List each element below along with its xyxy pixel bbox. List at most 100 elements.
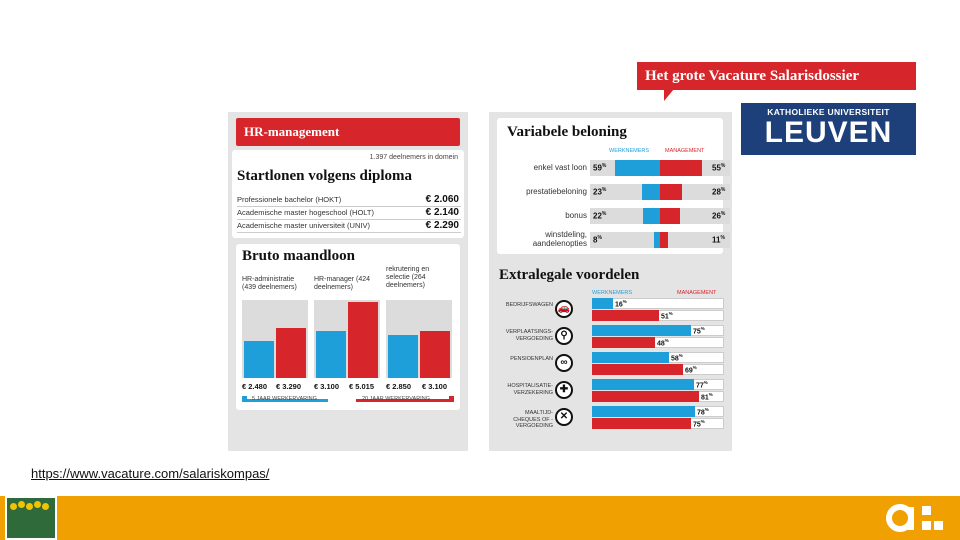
bar-value: € 3.100	[422, 382, 448, 391]
bar-management	[592, 337, 655, 348]
legend-20-years: 20 JAAR WERKERVARING	[362, 396, 430, 402]
bar-werknemers	[642, 184, 660, 200]
bar-werknemers	[592, 406, 695, 417]
startloon-value: € 2.140	[425, 207, 459, 218]
startloon-value: € 2.290	[425, 220, 459, 231]
value-management: 69%	[685, 365, 697, 375]
medical-cross-icon: ✚	[555, 381, 573, 399]
value-werknemers: 58%	[671, 353, 683, 363]
extralegale-row-label: VERPLAATSINGS-VERGOEDING	[505, 329, 553, 342]
value-werknemers: 59%	[593, 163, 607, 173]
bruto-maandloon-card: Bruto maandloon HR-administratie (439 de…	[236, 244, 460, 410]
value-management: 28%	[712, 187, 726, 197]
group-label: HR-administratie (439 deelnemers)	[242, 276, 297, 291]
group-label: HR-manager (424 deelnemers)	[314, 276, 371, 291]
startloon-row: Academische master hogeschool (HOLT) € 2…	[237, 207, 461, 220]
bar-werknemers	[643, 208, 660, 224]
extralegale-row-label: PENSIOENPLAN	[510, 356, 553, 362]
bar-werknemers	[592, 298, 613, 309]
value-management: 55%	[712, 163, 726, 173]
hr-title: HR-management	[236, 118, 460, 146]
legend-20-years-marker	[356, 396, 454, 402]
bar-20-years	[276, 328, 306, 378]
value-management: 26%	[712, 211, 726, 221]
dossier-banner: Het grote Vacature Salarisdossier	[637, 62, 916, 90]
value-werknemers: 78%	[697, 407, 709, 417]
header-werknemers: WERKNEMERS	[609, 148, 650, 154]
extralegale-row-label: BEDRIJFSWAGEN	[505, 302, 553, 308]
bar-value: € 2.850	[386, 382, 412, 391]
variabele-row-label: winstdeling, aandelenopties	[532, 230, 587, 248]
value-management: 48%	[657, 338, 669, 348]
banner-tail	[664, 89, 674, 101]
header-management: MANAGEMENT	[665, 148, 705, 154]
variabele-row-label: prestatiebeloning	[526, 187, 587, 196]
startloon-label: Professionele bachelor (HOKT)	[237, 195, 342, 204]
header-werknemers: WERKNEMERS	[592, 290, 633, 296]
bar-management	[660, 232, 668, 248]
startloon-value: € 2.060	[425, 194, 459, 205]
header-management: MANAGEMENT	[677, 290, 717, 296]
bar-value: € 3.100	[314, 382, 340, 391]
cutlery-icon: ✕	[555, 408, 573, 426]
bar-management	[660, 184, 682, 200]
bar-management	[660, 160, 702, 176]
bar-werknemers	[654, 232, 660, 248]
extralegale-row-label: MAALTIJD-CHEQUES OF -VERGOEDING	[513, 410, 553, 429]
ku-leuven-logo: KATHOLIEKE UNIVERSITEIT LEUVEN	[741, 103, 916, 155]
value-management: 75%	[693, 419, 705, 429]
variabele-row-label: enkel vast loon	[533, 163, 587, 172]
bar-value: € 2.480	[242, 382, 268, 391]
bar-management	[592, 418, 691, 429]
extralegale-row-label: HOSPITALISATIE-VERZEKERING	[507, 383, 553, 396]
startloon-row: Professionele bachelor (HOKT) € 2.060	[237, 194, 461, 207]
variabele-beloning-card: Variabele beloning WERKNEMERS MANAGEMENT…	[497, 118, 730, 254]
startloon-card: 1.397 deelnemers in domein Startlonen vo…	[232, 150, 464, 238]
bar-werknemers	[592, 325, 691, 336]
bar-20-years	[420, 331, 450, 378]
beloning-infographic: Variabele beloning WERKNEMERS MANAGEMENT…	[489, 112, 732, 451]
bar-werknemers	[592, 352, 669, 363]
bike-icon: ⚲	[555, 327, 573, 345]
legend-5-years: 5 JAAR WERKERVARING	[252, 396, 317, 402]
value-werknemers: 22%	[593, 211, 607, 221]
value-werknemers: 16%	[615, 299, 627, 309]
legend-5-years-marker	[242, 396, 328, 402]
bar-management	[592, 391, 699, 402]
variabele-title: Variabele beloning	[507, 124, 627, 140]
logo-figures	[10, 501, 52, 515]
bar-management	[660, 208, 680, 224]
bar-management	[592, 310, 659, 321]
car-icon: 🚗	[555, 300, 573, 318]
bar-5-years	[316, 331, 346, 378]
bar-group	[386, 300, 452, 378]
startloon-label: Academische master hogeschool (HOLT)	[237, 208, 374, 217]
bar-management	[592, 364, 683, 375]
startloon-label: Academische master universiteit (UNIV)	[237, 221, 370, 230]
value-management: 81%	[701, 392, 713, 402]
bar-werknemers	[592, 379, 694, 390]
footer-logo	[5, 496, 57, 540]
hr-management-infographic: HR-management 1.397 deelnemers in domein…	[228, 112, 468, 451]
bar-group	[314, 300, 380, 378]
value-werknemers: 77%	[696, 380, 708, 390]
group-label: rekrutering en selectie (264 deelnemers)	[386, 266, 430, 289]
variabele-row-label: bonus	[565, 211, 587, 220]
glasses-icon: ∞	[555, 354, 573, 372]
value-werknemers: 8%	[593, 235, 602, 245]
value-management: 11%	[712, 235, 725, 245]
logo-bottom-text: LEUVEN	[764, 116, 893, 149]
bar-20-years	[348, 302, 378, 378]
bruto-title: Bruto maandloon	[242, 248, 355, 264]
extralegale-title: Extralegale voordelen	[499, 267, 640, 283]
value-management: 51%	[661, 311, 673, 321]
bar-5-years	[388, 335, 418, 378]
bar-werknemers	[615, 160, 660, 176]
participants-count: 1.397 deelnemers in domein	[369, 154, 458, 161]
bar-value: € 3.290	[276, 382, 302, 391]
source-link[interactable]: https://www.vacature.com/salariskompas/	[31, 466, 270, 481]
startloon-row: Academische master universiteit (UNIV) €…	[237, 220, 461, 233]
brand-mark-icon	[886, 504, 943, 532]
value-werknemers: 75%	[693, 326, 705, 336]
logo-top-text: KATHOLIEKE UNIVERSITEIT	[767, 107, 890, 117]
